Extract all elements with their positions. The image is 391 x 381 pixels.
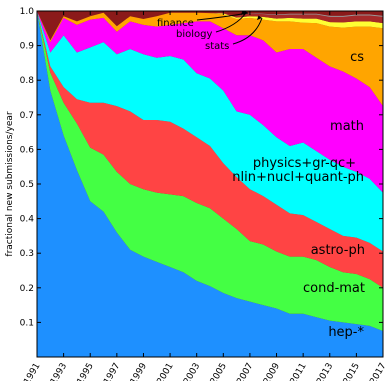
y-axis-label: fractional new submissions/year — [5, 111, 15, 256]
series-label-cond-mat: cond-mat — [303, 281, 365, 296]
y-tick-label: 0.7 — [20, 111, 34, 121]
area-layers — [37, 11, 383, 357]
series-label-biology: biology — [176, 29, 212, 40]
y-tick-label: 0.2 — [20, 284, 34, 294]
y-tick-label: 0.6 — [20, 145, 35, 155]
series-label-cs: cs — [350, 50, 364, 65]
area-math — [37, 11, 383, 193]
y-tick-label: 0.5 — [20, 180, 34, 190]
y-tick-label: 0.8 — [20, 76, 35, 86]
x-tick-label: 2001 — [156, 362, 176, 381]
series-label-nlin-nucl-quant-ph: nlin+nucl+quant-ph — [232, 170, 364, 185]
x-tick-label: 2013 — [315, 362, 335, 381]
x-tick-label: 2003 — [182, 362, 202, 381]
y-tick-label: 0.9 — [20, 42, 35, 52]
x-tick-label: 1997 — [102, 362, 122, 381]
area-stats — [37, 11, 383, 41]
arrow-stats — [232, 17, 263, 45]
area-astro-ph — [37, 11, 383, 288]
y-tick-label: 0.1 — [20, 318, 34, 328]
x-tick-label: 2005 — [209, 362, 229, 381]
x-tick-label: 2017 — [368, 362, 388, 381]
series-label-hep: hep-* — [328, 325, 364, 340]
arrow-stats-head — [257, 15, 262, 20]
x-tick-label: 1993 — [49, 362, 69, 381]
series-label-math: math — [330, 119, 364, 134]
series-label-physics-gr-qc: physics+gr-qc+ — [253, 156, 356, 171]
series-labels: hep-* cond-mat astro-ph physics+gr-qc+nlin+… — [157, 18, 365, 340]
x-tick-label: 1999 — [129, 361, 149, 381]
y-tick-label: 0.4 — [20, 215, 35, 225]
x-tick-label: 2015 — [342, 362, 362, 381]
x-tick-label: 1995 — [76, 362, 96, 381]
arrow-biology-head — [241, 10, 246, 15]
x-tick-label: 2009 — [262, 361, 282, 381]
area-physics-gr-qc-nlin-nucl-quant-ph — [37, 11, 383, 252]
arrow-biology — [215, 12, 247, 33]
y-tick-label: 1.0 — [20, 7, 35, 17]
x-tick-label: 2007 — [235, 362, 255, 381]
series-label-finance: finance — [157, 18, 194, 29]
x-tick-label: 1991 — [22, 362, 42, 381]
area-cs — [37, 11, 383, 107]
area-hep — [37, 11, 383, 357]
series-label-astro-ph: astro-ph — [311, 243, 365, 258]
area-cond-mat — [37, 11, 383, 332]
series-label-stats: stats — [205, 41, 229, 52]
y-axis: 0.1 0.2 0.3 0.4 0.5 0.6 0.7 0.8 0.9 1.0 — [20, 7, 383, 328]
x-tick-label: 2011 — [289, 362, 309, 381]
annotation-arrows — [196, 10, 263, 45]
y-tick-label: 0.3 — [20, 249, 34, 259]
